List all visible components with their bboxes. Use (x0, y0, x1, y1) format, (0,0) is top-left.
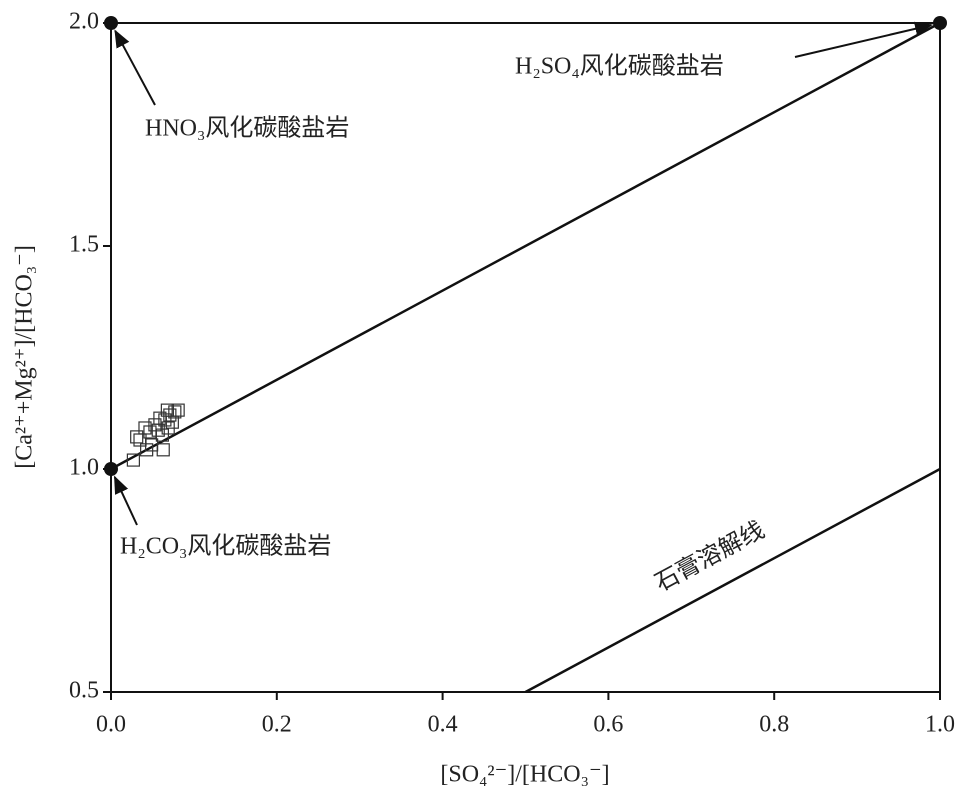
reference-line (524, 467, 941, 694)
x-axis-label: [SO₄²⁻]/[HCO₃⁻] (440, 762, 609, 788)
scatter-point (130, 430, 144, 444)
annotation-arrow (113, 475, 138, 526)
scatter-point (158, 413, 172, 427)
y-tick-label: 2.0 (69, 9, 99, 35)
x-tick-label: 0.0 (96, 712, 126, 738)
scatter-point (156, 443, 170, 457)
x-tick-label: 0.2 (262, 712, 292, 738)
end-member-point (104, 462, 118, 476)
scatter-point (171, 403, 185, 417)
annotation-arrow (794, 21, 933, 58)
scatter-point (163, 408, 177, 422)
scatter-point (138, 421, 152, 435)
end-member-point (104, 16, 118, 30)
annotation-arrow (114, 29, 156, 106)
annotation-label: H₂CO₃风化碳酸盐岩 (120, 533, 331, 560)
y-tick-label: 0.5 (69, 678, 99, 704)
scatter-point (168, 405, 182, 419)
scatter-point (140, 443, 154, 457)
x-tick-label: 1.0 (925, 712, 955, 738)
y-tick-label: 1.5 (69, 232, 99, 258)
annotation-label: H₂SO₄风化碳酸盐岩 (515, 53, 724, 80)
y-tick-label: 1.0 (69, 455, 99, 481)
scatter-point (126, 453, 140, 467)
x-tick-label: 0.8 (759, 712, 789, 738)
annotation-label: HNO₃风化碳酸盐岩 (145, 115, 349, 142)
end-member-point (933, 16, 947, 30)
line-label: 石膏溶解线 (651, 516, 769, 597)
x-tick-label: 0.6 (593, 712, 623, 738)
y-axis-label: [Ca²⁺+Mg²⁺]/[HCO₃⁻] (12, 245, 38, 469)
x-tick-label: 0.4 (428, 712, 458, 738)
scatter-point (148, 418, 162, 432)
reference-line (110, 21, 941, 471)
